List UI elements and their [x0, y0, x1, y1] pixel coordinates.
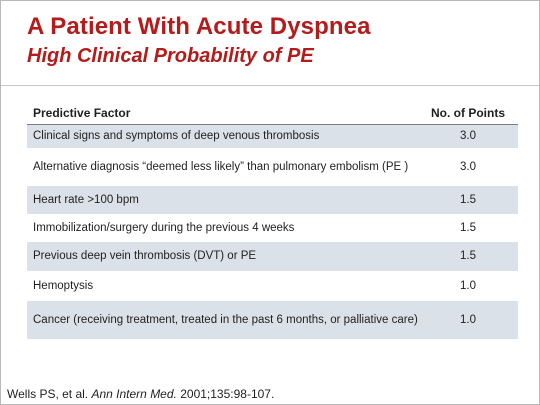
- citation-ref: 2001;135:98-107.: [180, 387, 275, 401]
- header-points: No. of Points: [418, 102, 518, 125]
- table-row: Clinical signs and symptoms of deep veno…: [27, 124, 518, 148]
- factor-cell: Cancer (receiving treatment, treated in …: [27, 300, 418, 339]
- points-cell: 1.5: [460, 221, 476, 234]
- table-row: Immobilization/surgery during the previo…: [27, 214, 518, 242]
- citation-authors: Wells PS, et al.: [7, 387, 89, 401]
- table-row: Cancer (receiving treatment, treated in …: [27, 300, 518, 339]
- factor-cell: Immobilization/surgery during the previo…: [33, 221, 295, 234]
- factor-cell: Heart rate >100 bpm: [27, 185, 418, 214]
- points-cell: 3.0: [460, 160, 476, 173]
- points-cell: 1.0: [418, 300, 518, 339]
- table-header-row: Predictive Factor No. of Points: [27, 102, 518, 125]
- points-cell: 1.5: [418, 185, 518, 214]
- slide-title: A Patient With Acute Dyspnea: [27, 13, 371, 40]
- points-cell: 3.0: [418, 124, 518, 148]
- factor-cell: Hemoptysis: [33, 279, 94, 292]
- factor-cell: Alternative diagnosis “deemed less likel…: [33, 160, 409, 173]
- factor-cell: Clinical signs and symptoms of deep veno…: [27, 124, 418, 148]
- points-cell: 1.0: [460, 279, 476, 292]
- table-row: Alternative diagnosis “deemed less likel…: [27, 148, 518, 186]
- citation: Wells PS, et al. Ann Intern Med. 2001;13…: [7, 387, 274, 401]
- title-divider: [1, 85, 539, 86]
- citation-journal: Ann Intern Med.: [91, 387, 177, 401]
- table-row: Previous deep vein thrombosis (DVT) or P…: [27, 241, 518, 271]
- predictive-factors-table: Predictive Factor No. of Points Clinical…: [27, 102, 518, 339]
- table-row: Hemoptysis 1.0: [27, 271, 518, 301]
- header-predictive-factor: Predictive Factor: [27, 102, 418, 125]
- slide-subtitle: High Clinical Probability of PE: [27, 45, 314, 67]
- points-cell: 1.5: [418, 241, 518, 271]
- table-row: Heart rate >100 bpm 1.5: [27, 185, 518, 214]
- factor-cell: Previous deep vein thrombosis (DVT) or P…: [27, 241, 418, 271]
